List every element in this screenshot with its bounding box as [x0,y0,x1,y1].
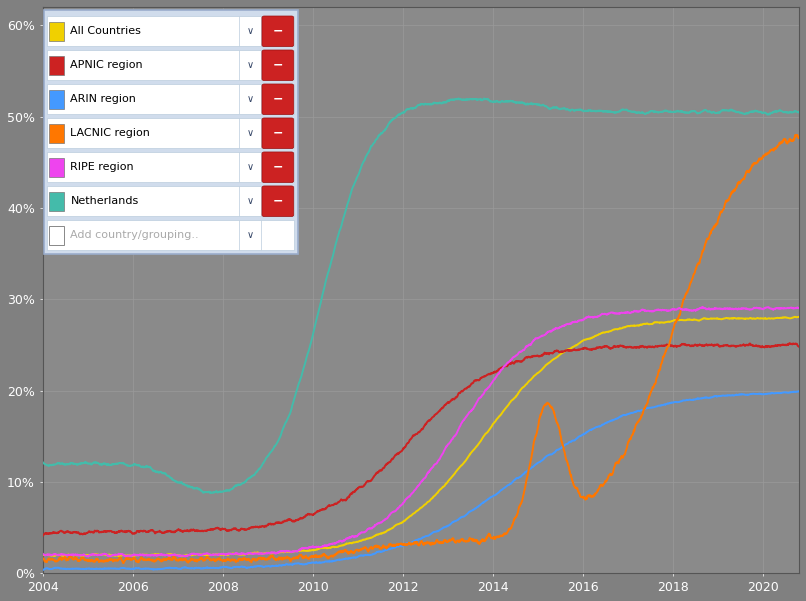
FancyBboxPatch shape [47,16,294,46]
FancyBboxPatch shape [49,124,64,142]
FancyBboxPatch shape [262,152,293,183]
Text: ∨: ∨ [247,162,253,172]
FancyBboxPatch shape [47,84,294,114]
FancyBboxPatch shape [239,221,261,250]
Text: Netherlands: Netherlands [70,197,139,206]
FancyBboxPatch shape [49,90,64,109]
Text: −: − [272,160,283,174]
Text: APNIC region: APNIC region [70,60,143,70]
FancyBboxPatch shape [239,84,261,114]
FancyBboxPatch shape [262,50,293,81]
FancyBboxPatch shape [47,221,294,250]
Text: ∨: ∨ [247,197,253,206]
Text: LACNIC region: LACNIC region [70,128,150,138]
Text: −: − [272,59,283,72]
FancyBboxPatch shape [262,186,293,216]
Text: −: − [272,25,283,38]
FancyBboxPatch shape [262,118,293,148]
FancyBboxPatch shape [239,152,261,182]
FancyBboxPatch shape [49,158,64,177]
Text: ∨: ∨ [247,94,253,105]
Text: RIPE region: RIPE region [70,162,134,172]
FancyBboxPatch shape [49,56,64,75]
FancyBboxPatch shape [262,84,293,115]
FancyBboxPatch shape [239,186,261,216]
Text: −: − [272,93,283,106]
FancyBboxPatch shape [49,192,64,210]
Text: Add country/grouping..: Add country/grouping.. [70,230,199,240]
Text: −: − [272,127,283,140]
FancyBboxPatch shape [47,186,294,216]
Text: All Countries: All Countries [70,26,141,36]
Text: ∨: ∨ [247,26,253,36]
Text: ARIN region: ARIN region [70,94,136,105]
FancyBboxPatch shape [47,152,294,182]
FancyBboxPatch shape [49,22,64,41]
FancyBboxPatch shape [44,10,297,254]
Text: ∨: ∨ [247,60,253,70]
Text: −: − [272,195,283,208]
FancyBboxPatch shape [47,50,294,81]
FancyBboxPatch shape [49,226,64,245]
FancyBboxPatch shape [47,118,294,148]
FancyBboxPatch shape [239,50,261,81]
Text: ∨: ∨ [247,128,253,138]
FancyBboxPatch shape [239,118,261,148]
FancyBboxPatch shape [239,16,261,46]
FancyBboxPatch shape [262,16,293,47]
Text: ∨: ∨ [247,230,253,240]
